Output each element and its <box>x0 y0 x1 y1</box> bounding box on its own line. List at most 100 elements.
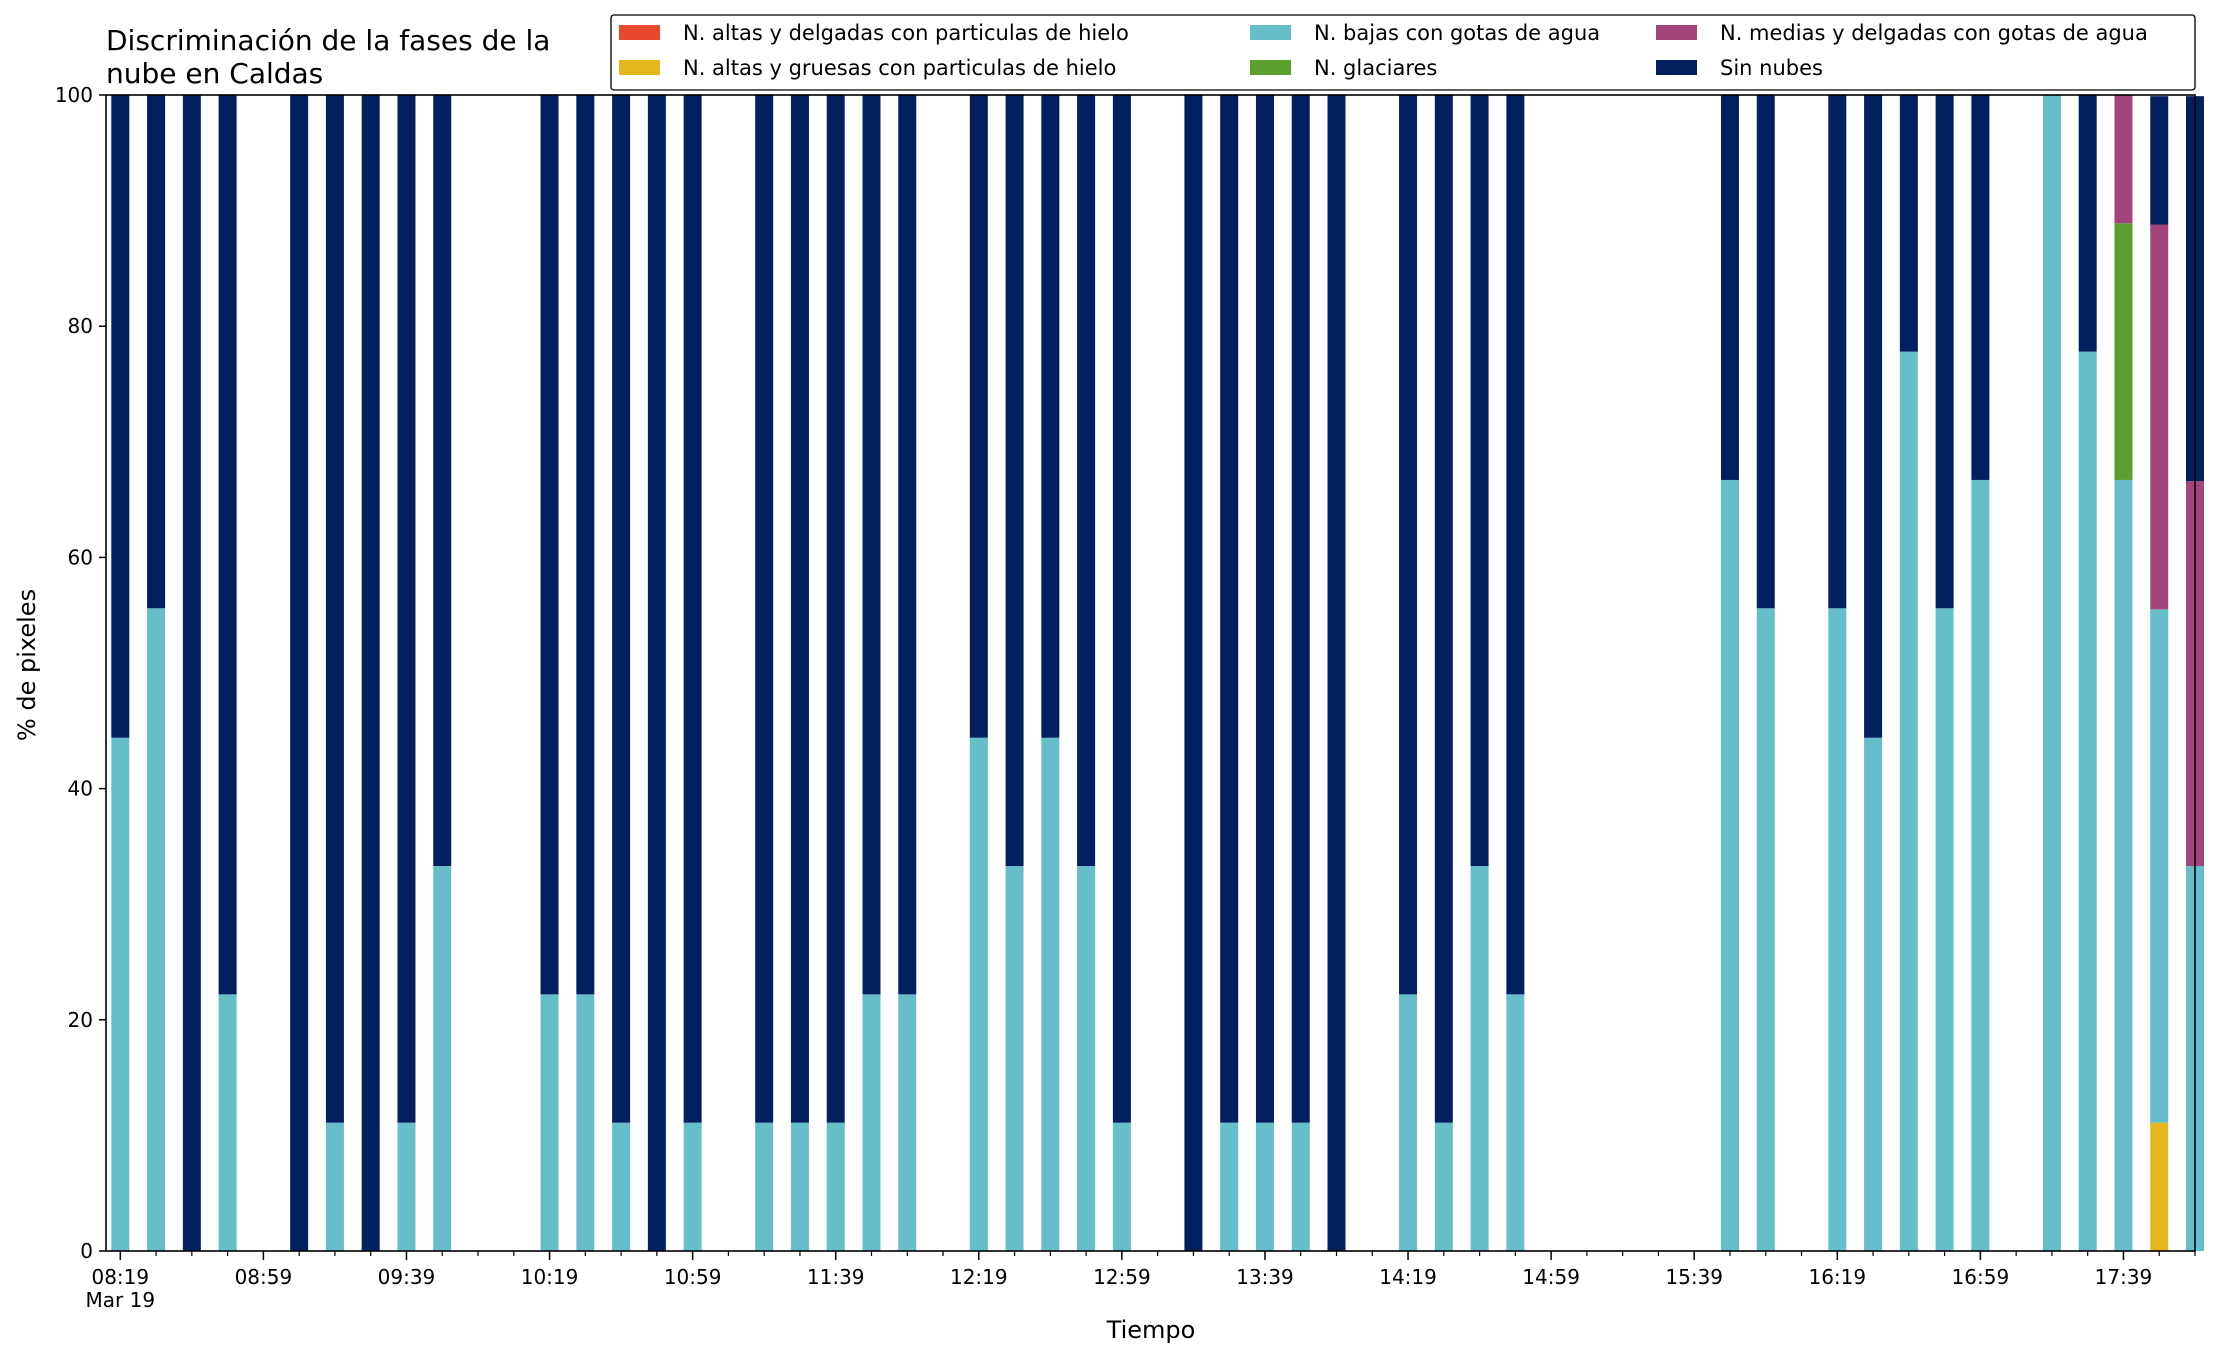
bar-segment-sin_nubes <box>111 95 130 738</box>
y-tick-label: 40 <box>68 777 93 801</box>
y-tick-label: 60 <box>68 545 93 569</box>
bar-segment-bajas_agua <box>1828 608 1847 1251</box>
legend-swatch-altas_gruesas <box>619 60 660 75</box>
bar-segment-bajas_agua <box>1756 608 1775 1251</box>
bar-segment-sin_nubes <box>182 95 201 1251</box>
legend-swatch-altas_delgadas <box>619 25 660 40</box>
legend-swatch-medias_agua <box>1656 25 1697 40</box>
bar-segment-bajas_agua <box>1399 994 1418 1251</box>
x-tick-label: 08:59 <box>235 1265 293 1289</box>
bar-segment-sin_nubes <box>862 95 881 995</box>
y-tick-label: 0 <box>80 1239 93 1263</box>
bar-segment-sin_nubes <box>540 95 559 995</box>
legend-label-sin_nubes: Sin nubes <box>1720 56 1823 80</box>
bar-segment-sin_nubes <box>683 95 702 1123</box>
x-tick-label: 14:19 <box>1379 1265 1437 1289</box>
y-tick-label: 20 <box>68 1008 93 1032</box>
bar-segment-bajas_agua <box>1506 994 1525 1251</box>
bar-segment-sin_nubes <box>790 95 809 1123</box>
bar-segment-bajas_agua <box>1291 1122 1310 1251</box>
legend-frame <box>610 14 2196 91</box>
x-tick-label: 15:39 <box>1665 1265 1723 1289</box>
bar-segment-medias_agua <box>2150 224 2169 610</box>
y-axis-label: % de pixeles <box>13 589 41 741</box>
bar-segment-bajas_agua <box>1077 866 1096 1251</box>
bar-segment-bajas_agua <box>576 994 595 1251</box>
bar-segment-bajas_agua <box>1112 1122 1131 1251</box>
bar-segment-sin_nubes <box>612 95 631 1123</box>
bar-segment-bajas_agua <box>826 1122 845 1251</box>
legend-label-altas_delgadas: N. altas y delgadas con particulas de hi… <box>683 21 1129 45</box>
bar-segment-sin_nubes <box>1971 95 1990 480</box>
bar-segment-altas_gruesas <box>2150 1122 2169 1251</box>
bar-segment-sin_nubes <box>361 95 380 1251</box>
x-tick-label: 11:39 <box>807 1265 865 1289</box>
bar-segment-medias_agua <box>2114 95 2133 224</box>
bar-segment-sin_nubes <box>576 95 595 995</box>
bar-segment-sin_nubes <box>1291 95 1310 1123</box>
bar-segment-sin_nubes <box>1470 95 1489 867</box>
bar-segment-sin_nubes <box>397 95 416 1123</box>
bar-segment-sin_nubes <box>1935 95 1954 609</box>
bar-segment-sin_nubes <box>1399 95 1418 995</box>
legend-label-bajas_agua: N. bajas con gotas de agua <box>1314 21 1600 45</box>
bar-segment-bajas_agua <box>325 1122 344 1251</box>
y-tick-label: 80 <box>68 314 93 338</box>
bar-segment-bajas_agua <box>2078 351 2097 1251</box>
bar-segment-bajas_agua <box>898 994 917 1251</box>
bar-segment-sin_nubes <box>1005 95 1024 867</box>
bar-segment-bajas_agua <box>1255 1122 1274 1251</box>
bar-segment-sin_nubes <box>1506 95 1525 995</box>
bar-segment-bajas_agua <box>218 994 237 1251</box>
bar-segment-sin_nubes <box>1756 95 1775 609</box>
bar-segment-sin_nubes <box>1720 95 1739 480</box>
x-tick-label: 08:19 <box>91 1265 149 1289</box>
bar-segment-sin_nubes <box>755 95 774 1123</box>
bar-segment-bajas_agua <box>147 608 166 1251</box>
legend-swatch-sin_nubes <box>1656 60 1697 75</box>
bar-segment-bajas_agua <box>540 994 559 1251</box>
bar-segment-bajas_agua <box>969 737 988 1251</box>
bar-segment-sin_nubes <box>2150 96 2169 225</box>
bar-segment-sin_nubes <box>1112 95 1131 1123</box>
bar-segment-bajas_agua <box>683 1122 702 1251</box>
bar-segment-sin_nubes <box>1077 95 1096 867</box>
bar-segment-sin_nubes <box>1434 95 1453 1123</box>
bar-segment-sin_nubes <box>1255 95 1274 1123</box>
bar-segment-bajas_agua <box>2042 95 2061 1251</box>
x-tick-label: 16:59 <box>1952 1265 2010 1289</box>
bar-segment-bajas_agua <box>1005 866 1024 1251</box>
bar-segment-bajas_agua <box>1971 479 1990 1251</box>
bar-segment-bajas_agua <box>1041 737 1060 1251</box>
bar-segment-sin_nubes <box>898 95 917 995</box>
bar-segment-sin_nubes <box>1864 95 1883 738</box>
bars-layer <box>111 95 2204 1251</box>
x-tick-label: 10:19 <box>521 1265 579 1289</box>
bar-segment-sin_nubes <box>2078 95 2097 352</box>
bar-segment-bajas_agua <box>612 1122 631 1251</box>
bar-segment-bajas_agua <box>1864 737 1883 1251</box>
x-tick-date-label: Mar 19 <box>86 1288 156 1312</box>
bar-segment-sin_nubes <box>1220 95 1239 1123</box>
bar-segment-bajas_agua <box>2150 609 2169 1123</box>
bar-segment-bajas_agua <box>1720 479 1739 1251</box>
legend: N. altas y delgadas con particulas de hi… <box>610 14 2196 91</box>
bar-segment-sin_nubes <box>290 95 309 1251</box>
bar-segment-bajas_agua <box>790 1122 809 1251</box>
bar-segment-sin_nubes <box>1041 95 1060 738</box>
x-tick-label: 12:19 <box>950 1265 1008 1289</box>
bar-segment-sin_nubes <box>325 95 344 1123</box>
bar-segment-bajas_agua <box>1220 1122 1239 1251</box>
bar-segment-bajas_agua <box>1434 1122 1453 1251</box>
bar-segment-sin_nubes <box>969 95 988 738</box>
bar-segment-sin_nubes <box>433 95 452 867</box>
bar-segment-bajas_agua <box>2114 479 2133 1251</box>
chart-title-line-2: nube en Caldas <box>106 57 323 90</box>
bar-segment-bajas_agua <box>433 866 452 1251</box>
x-tick-label: 12:59 <box>1093 1265 1151 1289</box>
x-tick-label: 09:39 <box>378 1265 436 1289</box>
chart-title-line-1: Discriminación de la fases de la <box>106 24 550 57</box>
legend-swatch-glaciares <box>1250 60 1291 75</box>
